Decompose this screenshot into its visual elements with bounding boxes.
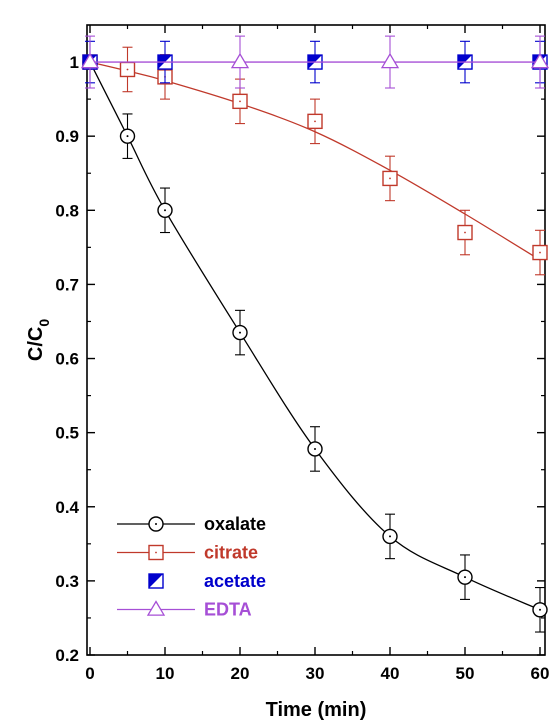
x-tick-label: 50 — [456, 664, 475, 683]
point-citrate-dot — [389, 177, 391, 180]
point-edta — [80, 52, 100, 69]
series-oxalate — [82, 54, 548, 633]
point-citrate-dot — [464, 231, 466, 234]
plot-frame — [86, 24, 546, 656]
legend-label: EDTA — [204, 600, 252, 620]
point-citrate-dot — [239, 100, 241, 103]
point-citrate-dot — [539, 251, 541, 254]
y-tick-label: 0.3 — [55, 572, 79, 591]
legend-label: citrate — [204, 543, 258, 563]
x-tick-label: 60 — [531, 664, 550, 683]
y-tick-label: 0.2 — [55, 646, 79, 665]
legend-marker-dot — [155, 523, 157, 525]
legend-item-oxalate: oxalate — [117, 514, 266, 534]
y-tick-label: 0.8 — [55, 201, 79, 220]
legend-label: acetate — [204, 571, 266, 591]
series-layer — [80, 35, 550, 633]
point-oxalate-dot — [464, 576, 466, 579]
point-edta — [230, 52, 250, 69]
svg-text:C/C0: C/C0 — [25, 319, 52, 361]
series-edta — [80, 35, 550, 89]
legend-label: oxalate — [204, 514, 266, 534]
point-oxalate-dot — [389, 535, 391, 538]
x-tick-label: 30 — [306, 664, 325, 683]
legend-item-acetate: acetate — [148, 571, 266, 591]
point-edta — [380, 52, 400, 69]
x-tick-label: 20 — [231, 664, 250, 683]
point-oxalate-dot — [164, 209, 166, 212]
point-oxalate-dot — [314, 447, 316, 450]
legend-marker-fill — [149, 574, 163, 588]
y-tick-label: 1 — [70, 53, 79, 72]
y-axis-title: C/C0 — [25, 319, 52, 361]
x-tick-label: 10 — [156, 664, 175, 683]
legend-item-citrate: citrate — [117, 543, 258, 563]
point-edta — [530, 52, 550, 69]
point-citrate-dot — [314, 120, 316, 123]
fit-line-oxalate — [89, 61, 541, 611]
point-oxalate-dot — [126, 135, 129, 138]
x-tick-label: 40 — [381, 664, 400, 683]
y-tick-label: 0.5 — [55, 424, 79, 443]
y-axis-title-main: C/C — [25, 327, 47, 361]
legend-marker — [146, 600, 166, 616]
legend-marker-dot — [155, 551, 157, 554]
legend: oxalate citrate acetate EDTA — [117, 514, 266, 620]
y-tick-label: 0.7 — [55, 275, 79, 294]
x-tick-label: 0 — [85, 664, 94, 683]
legend-item-edta: EDTA — [117, 600, 252, 620]
point-citrate-dot — [126, 68, 129, 71]
x-axis-title: Time (min) — [266, 699, 367, 721]
y-axis-title-subscript: 0 — [36, 319, 52, 327]
point-oxalate-dot — [539, 608, 541, 611]
axis-ticks: 0 10 20 30 40 50 60 0.2 0.3 0.4 0.5 0.6 0.7 0.8 0.9 1 — [55, 25, 549, 683]
y-tick-label: 0.9 — [55, 127, 79, 146]
point-oxalate-dot — [239, 331, 241, 334]
y-tick-label: 0.4 — [55, 498, 79, 517]
y-tick-label: 0.6 — [55, 350, 79, 369]
